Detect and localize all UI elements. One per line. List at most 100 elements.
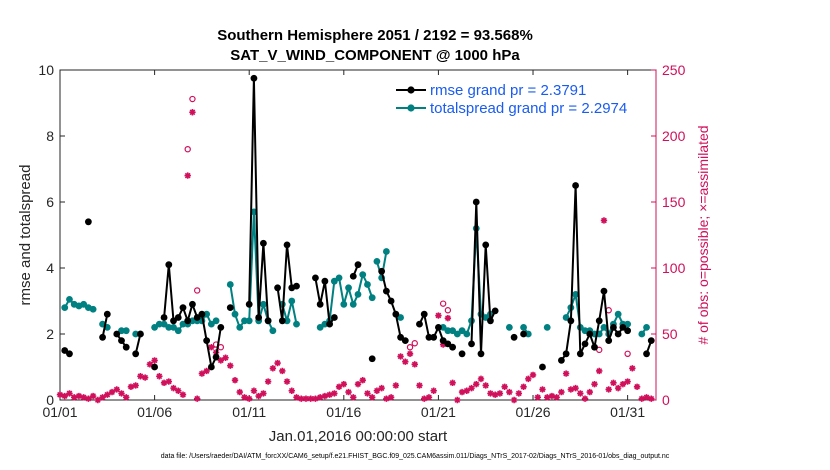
- spread-point: [572, 291, 579, 298]
- obs-assimilated-point: [189, 109, 196, 116]
- rmse-point: [572, 182, 579, 189]
- rmse-point: [151, 363, 159, 371]
- obs-assimilated-point: [345, 388, 352, 396]
- obs-assimilated-point: [548, 392, 556, 400]
- rmse-point: [595, 317, 603, 325]
- spread-point: [463, 330, 471, 338]
- obs-assimilated-point: [127, 383, 135, 390]
- legend-spread-label: totalspread grand pr = 2.2974: [430, 100, 627, 117]
- y-right-tick-label: 200: [662, 128, 686, 144]
- x-tick-label: 01/26: [515, 404, 550, 420]
- obs-assimilated-point: [425, 394, 433, 401]
- obs-assimilated-point: [326, 391, 333, 398]
- rmse-point: [99, 333, 106, 341]
- spread-point: [524, 330, 532, 338]
- obs-assimilated-point: [600, 217, 608, 224]
- rmse-point: [330, 314, 338, 321]
- y-axis-left: 0 2 4 6 8 10: [38, 62, 65, 408]
- obs-assimilated-point: [449, 379, 456, 387]
- obs-assimilated-point: [316, 394, 324, 401]
- obs-assimilated-point: [321, 392, 329, 400]
- obs-assimilated-point: [331, 390, 338, 397]
- rmse-point: [614, 330, 622, 338]
- obs-assimilated-point: [141, 374, 149, 381]
- rmse-point: [165, 261, 173, 269]
- rmse-point: [468, 340, 475, 348]
- obs-assimilated-point: [193, 395, 201, 402]
- obs-assimilated-point: [85, 395, 92, 402]
- rmse-point: [605, 337, 613, 344]
- y-tick-label: 8: [46, 128, 54, 144]
- obs-assimilated-point: [633, 383, 641, 390]
- rmse-point: [624, 327, 632, 335]
- obs-assimilated-point: [222, 354, 229, 361]
- rmse-point: [349, 272, 357, 280]
- obs-assimilated-point: [104, 391, 111, 398]
- rmse-point: [203, 337, 211, 344]
- spread-point: [165, 324, 173, 331]
- obs-assimilated-point: [567, 386, 575, 393]
- obs-assimilated-point: [170, 384, 177, 392]
- obs-assimilated-point: [61, 392, 68, 400]
- rmse-point: [312, 274, 319, 282]
- obs-assimilated-point: [236, 388, 243, 396]
- y-tick-label: 6: [46, 194, 54, 210]
- spread-point: [453, 330, 461, 338]
- obs-assimilated-point: [477, 375, 485, 383]
- obs-assimilated-point: [250, 387, 258, 394]
- obs-assimilated-point: [94, 396, 102, 404]
- rmse-point: [245, 300, 253, 308]
- obs-assimilated-point: [231, 377, 239, 384]
- obs-assimilated-point: [468, 384, 475, 392]
- y-right-tick-label: 50: [662, 326, 678, 342]
- y-tick-label: 0: [46, 392, 54, 408]
- spread-point: [600, 324, 608, 331]
- rmse-point: [491, 307, 499, 315]
- rmse-point: [387, 297, 395, 305]
- rmse-point: [458, 350, 466, 358]
- y-tick-label: 10: [38, 62, 54, 78]
- obs-assimilated-point: [506, 388, 513, 396]
- obs-assimilated-point: [491, 391, 499, 398]
- obs-possible-point: [193, 287, 201, 294]
- spread-point: [170, 324, 177, 331]
- spread-point: [562, 314, 570, 321]
- rmse-point: [472, 198, 480, 206]
- obs-assimilated-point: [368, 394, 376, 401]
- rmse-point: [198, 310, 206, 318]
- spread-line: [281, 300, 298, 325]
- obs-assimilated-point: [75, 392, 83, 400]
- obs-assimilated-point: [260, 390, 267, 397]
- rmse-point: [482, 241, 490, 249]
- rmse-point: [278, 317, 286, 325]
- obs-assimilated-point: [364, 390, 371, 397]
- spread-point: [212, 317, 220, 325]
- rmse-point: [354, 261, 362, 269]
- rmse-point: [250, 74, 258, 82]
- obs-assimilated-point: [227, 362, 234, 369]
- obs-assimilated-point: [444, 314, 452, 322]
- obs-assimilated-point: [402, 358, 409, 365]
- spread-point: [231, 310, 239, 318]
- spread-point: [293, 320, 300, 328]
- obs-assimilated-point: [638, 395, 646, 402]
- y-right-tick-label: 100: [662, 260, 686, 276]
- obs-assimilated-point: [279, 367, 286, 375]
- rmse-point: [430, 333, 438, 341]
- obs-assimilated-point: [416, 382, 423, 389]
- x-tick-label: 01/01: [42, 404, 77, 420]
- rmse-point: [66, 350, 73, 358]
- x-tick-label: 01/31: [610, 404, 645, 420]
- rmse-point: [397, 333, 404, 341]
- obs-assimilated-point: [463, 387, 470, 394]
- obs-assimilated-point: [439, 341, 447, 348]
- obs-assimilated-point: [373, 387, 381, 394]
- obs-assimilated-point: [208, 344, 215, 351]
- spread-point: [151, 324, 159, 331]
- y-tick-label: 2: [46, 326, 54, 342]
- obs-assimilated-point: [487, 390, 494, 397]
- y-axis-right-label: # of obs: o=possible; ×=assimilated: [695, 125, 711, 344]
- rmse-point: [179, 304, 187, 311]
- spread-point: [359, 271, 367, 278]
- obs-assimilated-point: [643, 394, 650, 401]
